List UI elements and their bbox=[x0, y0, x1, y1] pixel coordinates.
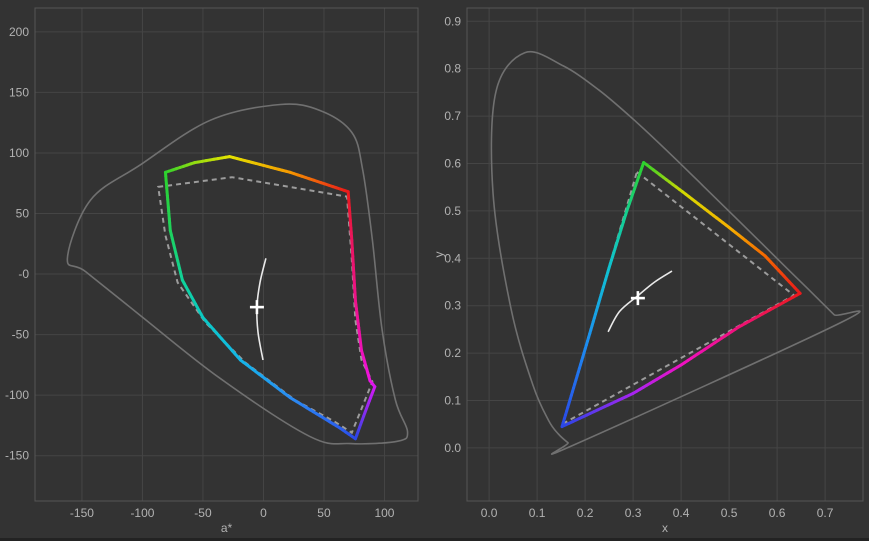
x-tick-label: 100 bbox=[374, 506, 394, 520]
x-tick-label: -150 bbox=[70, 506, 94, 520]
x-tick-label: 0 bbox=[260, 506, 267, 520]
y-tick-label: -100 bbox=[5, 388, 29, 402]
x-tick-label: 0.6 bbox=[769, 506, 786, 520]
y-tick-label: -50 bbox=[12, 328, 30, 342]
reference-gamut-series bbox=[561, 170, 796, 426]
x-tick-label: 0.1 bbox=[529, 506, 546, 520]
tone-response-curve-series bbox=[607, 270, 673, 333]
full-color-space-outline-series bbox=[66, 103, 409, 445]
x-tick-label: 0.7 bbox=[817, 506, 834, 520]
y-tick-label: 0.2 bbox=[444, 346, 461, 360]
y-tick-label: 0.3 bbox=[444, 299, 461, 313]
y-tick-label: 0.0 bbox=[444, 441, 461, 455]
y-tick-label: 0.9 bbox=[444, 14, 461, 28]
y-tick-label: -150 bbox=[5, 449, 29, 463]
lab-ab-gamut-chart: -150 -100 -50 0 50 100 200 150 100 50 -0 -50 -100 -15… bbox=[5, 7, 419, 535]
x-tick-label: -100 bbox=[130, 506, 154, 520]
y-axis-title: y bbox=[432, 252, 446, 258]
x-tick-label: 50 bbox=[317, 506, 331, 520]
white-point-marker bbox=[249, 300, 264, 315]
y-tick-label: 50 bbox=[16, 207, 30, 221]
display-gamut-series bbox=[163, 155, 377, 441]
y-tick-label: 0.5 bbox=[444, 204, 461, 218]
white-point-marker bbox=[630, 291, 645, 306]
cie-xy-chromaticity-chart: 0.0 0.1 0.2 0.3 0.4 0.5 0.6 0.7 0.9 0.8 0.7 0.6 0.5 0… bbox=[432, 7, 864, 535]
y-tick-label: 0.8 bbox=[444, 62, 461, 76]
reference-gamut-series bbox=[157, 176, 374, 435]
display-gamut-series bbox=[560, 161, 802, 429]
x-tick-label: 0.0 bbox=[481, 506, 498, 520]
x-tick-label: 0.2 bbox=[577, 506, 594, 520]
y-tick-label: -0 bbox=[18, 267, 29, 281]
y-tick-label: 200 bbox=[9, 25, 29, 39]
x-tick-label: 0.5 bbox=[721, 506, 738, 520]
y-tick-label: 0.6 bbox=[444, 156, 461, 170]
x-tick-label: 0.3 bbox=[625, 506, 642, 520]
window-bottom-edge bbox=[0, 538, 869, 541]
y-tick-label: 150 bbox=[9, 85, 29, 99]
x-tick-label: 0.4 bbox=[673, 506, 690, 520]
x-tick-label: -50 bbox=[194, 506, 212, 520]
x-axis-title: x bbox=[662, 521, 668, 535]
plot-border bbox=[466, 7, 864, 502]
y-tick-label: 100 bbox=[9, 146, 29, 160]
y-tick-label: 0.1 bbox=[444, 394, 461, 408]
y-tick-label: 0.7 bbox=[444, 109, 461, 123]
x-axis-title: a* bbox=[221, 521, 233, 535]
spectral-locus-series bbox=[490, 50, 861, 455]
plot-border bbox=[34, 7, 419, 502]
y-tick-label: 0.4 bbox=[444, 251, 461, 265]
